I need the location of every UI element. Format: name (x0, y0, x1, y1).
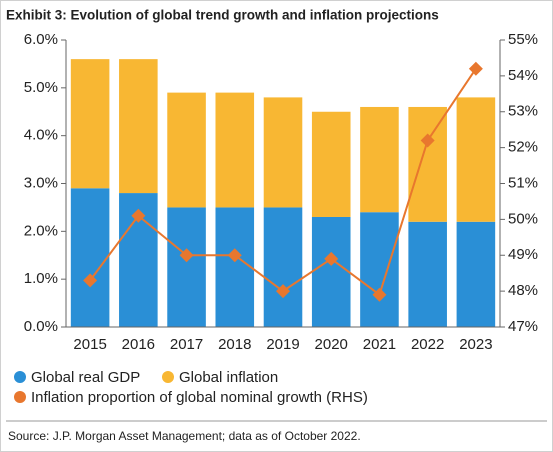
y2-tick-label: 49% (508, 246, 538, 263)
x-tick-label: 2016 (122, 336, 155, 353)
marker (179, 248, 194, 263)
marker (372, 287, 387, 302)
bar-segment (119, 59, 158, 194)
y-tick-label: 5.0% (24, 79, 58, 96)
x-tick-label: 2023 (459, 336, 492, 353)
bar-segment (263, 97, 303, 208)
y2-tick-label: 52% (508, 139, 538, 156)
y2-tick-label: 48% (508, 282, 538, 299)
legend-label: Inflation proportion of global nominal g… (31, 389, 368, 406)
legend-swatch (162, 371, 174, 383)
y-tick-label: 2.0% (24, 222, 58, 239)
marker (468, 61, 483, 76)
x-tick-label: 2019 (266, 336, 299, 353)
x-tick-label: 2021 (363, 336, 396, 353)
bar-segment (215, 207, 255, 327)
x-tick-label: 2015 (73, 336, 106, 353)
bar-segment (360, 212, 399, 327)
marker (83, 273, 98, 288)
bar-segment (70, 59, 110, 189)
legend-swatch (14, 391, 26, 403)
legend-label: Global inflation (179, 369, 278, 386)
bar-segment (167, 92, 206, 208)
bar-segment (215, 92, 255, 208)
marker (227, 248, 242, 263)
marker (131, 208, 146, 223)
legend-label: Global real GDP (31, 369, 140, 386)
bar-segment (408, 221, 447, 327)
y-tick-label: 6.0% (24, 31, 58, 48)
y2-tick-label: 50% (508, 210, 538, 227)
marker (276, 284, 290, 299)
bar-segment (167, 207, 206, 327)
y-tick-label: 3.0% (24, 174, 58, 191)
bar-segment (456, 97, 496, 222)
legend-swatch (14, 371, 26, 383)
y-tick-label: 0.0% (24, 318, 58, 335)
x-tick-label: 2018 (218, 336, 251, 353)
y2-tick-label: 54% (508, 67, 538, 84)
bar-segment (456, 221, 496, 327)
y2-tick-label: 53% (508, 103, 538, 120)
y2-tick-label: 55% (508, 31, 538, 48)
x-tick-label: 2022 (411, 336, 444, 353)
y2-tick-label: 51% (508, 174, 538, 191)
marker (324, 251, 339, 266)
x-tick-label: 2017 (170, 336, 203, 353)
x-tick-label: 2020 (315, 336, 348, 353)
marker (420, 133, 435, 148)
bar-segment (311, 111, 351, 217)
chart-title: Exhibit 3: Evolution of global trend gro… (6, 8, 439, 23)
y-tick-label: 4.0% (24, 127, 58, 144)
bar-segment (263, 207, 303, 327)
bar-segment (311, 216, 351, 327)
source: Source: J.P. Morgan Asset Management; da… (8, 429, 361, 443)
y-tick-label: 1.0% (24, 270, 58, 287)
bar-segment (360, 106, 399, 213)
y2-tick-label: 47% (508, 318, 538, 335)
bar-segment (408, 106, 447, 222)
bar-segment (70, 188, 110, 327)
